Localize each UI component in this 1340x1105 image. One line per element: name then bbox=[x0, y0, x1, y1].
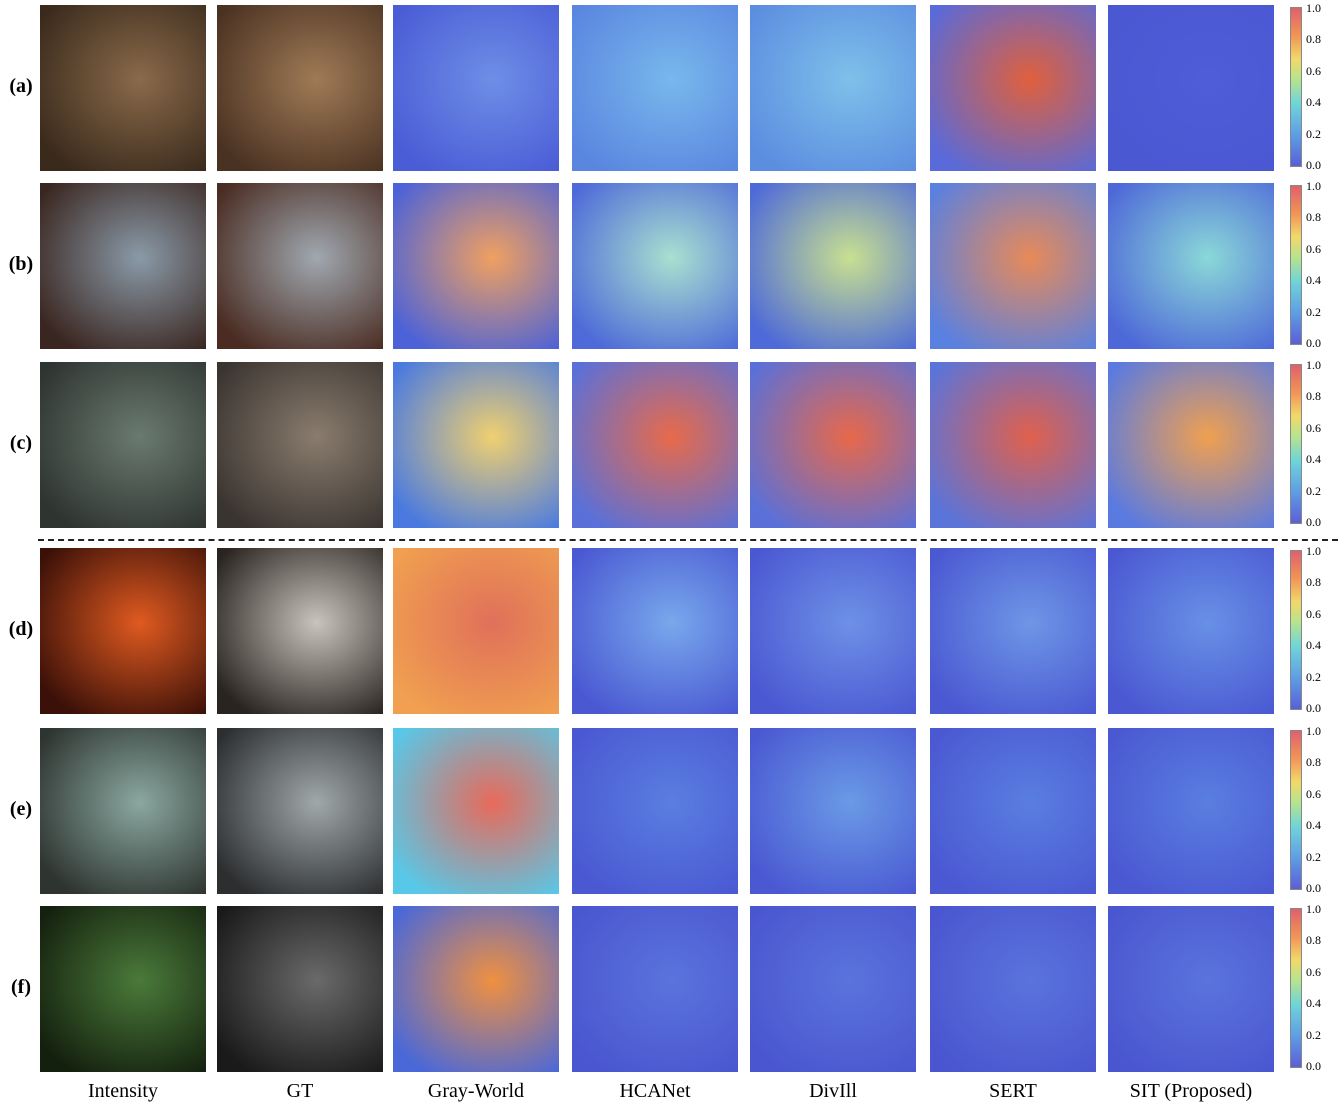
colorbar-tick-label: 0.2 bbox=[1306, 126, 1321, 141]
image-panel bbox=[930, 906, 1096, 1072]
image-panel bbox=[1108, 183, 1274, 349]
row-label: (a) bbox=[9, 75, 33, 97]
image-panel bbox=[572, 362, 738, 528]
colorbar bbox=[1290, 185, 1302, 345]
colorbar-tick-label: 0.8 bbox=[1306, 210, 1321, 224]
image-panel bbox=[40, 548, 206, 714]
colorbar-tick-label: 1.0 bbox=[1306, 543, 1321, 558]
colorbar-tick-label: 0.2 bbox=[1306, 304, 1321, 319]
image-panel bbox=[40, 5, 206, 171]
colorbar-tick-label: 0.4 bbox=[1306, 95, 1321, 109]
image-panel bbox=[1108, 548, 1274, 714]
image-panel bbox=[750, 183, 916, 349]
colorbar-tick-label: 0.6 bbox=[1306, 964, 1321, 979]
image-panel bbox=[750, 5, 916, 171]
image-panel bbox=[572, 548, 738, 714]
separator bbox=[38, 539, 1338, 541]
colorbar-tick-label: 0.8 bbox=[1306, 32, 1321, 46]
colorbar-tick-label: 0.4 bbox=[1306, 273, 1321, 287]
image-panel bbox=[393, 728, 559, 894]
image-panel bbox=[750, 728, 916, 894]
colorbar-tick-label: 0.0 bbox=[1306, 1059, 1321, 1073]
image-panel bbox=[217, 5, 383, 171]
colorbar-tick-label: 1.0 bbox=[1306, 178, 1321, 193]
column-label: SIT (Proposed) bbox=[1129, 1080, 1253, 1102]
image-panel bbox=[930, 183, 1096, 349]
colorbar-tick-label: 0.4 bbox=[1306, 818, 1321, 832]
colorbar-tick-label: 0.8 bbox=[1306, 933, 1321, 947]
colorbar-tick-label: 0.0 bbox=[1306, 336, 1321, 350]
colorbar-tick-label: 0.2 bbox=[1306, 849, 1321, 864]
image-panel bbox=[750, 362, 916, 528]
colorbar-tick-label: 0.8 bbox=[1306, 755, 1321, 769]
colorbar-tick-label: 0.2 bbox=[1306, 1027, 1321, 1042]
image-panel bbox=[393, 548, 559, 714]
image-panel bbox=[217, 362, 383, 528]
image-panel bbox=[572, 906, 738, 1072]
image-panel bbox=[572, 5, 738, 171]
image-panel bbox=[40, 362, 206, 528]
image-panel bbox=[930, 548, 1096, 714]
image-panel bbox=[393, 906, 559, 1072]
row-label: (c) bbox=[9, 432, 33, 454]
colorbar-tick-label: 0.6 bbox=[1306, 786, 1321, 801]
colorbar-tick-label: 0.4 bbox=[1306, 452, 1321, 466]
image-panel bbox=[572, 728, 738, 894]
image-panel bbox=[217, 548, 383, 714]
image-panel bbox=[750, 548, 916, 714]
colorbar-tick-label: 1.0 bbox=[1306, 901, 1321, 916]
image-panel bbox=[217, 183, 383, 349]
row-label: (f) bbox=[11, 976, 31, 998]
column-label: HCANet bbox=[619, 1080, 691, 1102]
colorbar-tick-label: 0.0 bbox=[1306, 881, 1321, 895]
colorbar-tick-label: 0.4 bbox=[1306, 996, 1321, 1010]
image-panel bbox=[750, 906, 916, 1072]
image-panel bbox=[930, 728, 1096, 894]
colorbar-tick-label: 0.8 bbox=[1306, 389, 1321, 403]
row-label: (b) bbox=[8, 253, 34, 275]
image-panel bbox=[572, 183, 738, 349]
image-panel bbox=[217, 728, 383, 894]
image-panel bbox=[393, 362, 559, 528]
colorbar-tick-label: 0.6 bbox=[1306, 606, 1321, 621]
colorbar-tick-label: 0.4 bbox=[1306, 638, 1321, 652]
colorbar bbox=[1290, 550, 1302, 710]
colorbar-tick-label: 0.6 bbox=[1306, 241, 1321, 256]
colorbar bbox=[1290, 730, 1302, 890]
image-panel bbox=[393, 5, 559, 171]
colorbar bbox=[1290, 7, 1302, 167]
colorbar-tick-label: 0.2 bbox=[1306, 483, 1321, 498]
colorbar bbox=[1290, 908, 1302, 1068]
colorbar-tick-label: 0.0 bbox=[1306, 701, 1321, 715]
colorbar bbox=[1290, 364, 1302, 524]
image-panel bbox=[217, 906, 383, 1072]
colorbar-tick-label: 0.6 bbox=[1306, 63, 1321, 78]
colorbar-tick-label: 1.0 bbox=[1306, 0, 1321, 15]
image-panel bbox=[930, 362, 1096, 528]
row-label: (d) bbox=[8, 618, 34, 640]
image-panel bbox=[1108, 362, 1274, 528]
column-label: GT bbox=[286, 1080, 314, 1102]
image-panel bbox=[1108, 906, 1274, 1072]
colorbar-tick-label: 0.2 bbox=[1306, 669, 1321, 684]
column-label: Intensity bbox=[88, 1080, 158, 1102]
image-panel bbox=[40, 728, 206, 894]
image-panel bbox=[930, 5, 1096, 171]
image-panel bbox=[40, 906, 206, 1072]
image-panel bbox=[1108, 5, 1274, 171]
image-panel bbox=[1108, 728, 1274, 894]
colorbar-tick-label: 1.0 bbox=[1306, 357, 1321, 372]
image-panel bbox=[40, 183, 206, 349]
colorbar-tick-label: 0.6 bbox=[1306, 420, 1321, 435]
colorbar-tick-label: 0.0 bbox=[1306, 515, 1321, 529]
row-label: (e) bbox=[9, 798, 33, 820]
column-label: Gray-World bbox=[427, 1080, 525, 1102]
column-label: DivIll bbox=[809, 1080, 857, 1102]
colorbar-tick-label: 0.8 bbox=[1306, 575, 1321, 589]
colorbar-tick-label: 0.0 bbox=[1306, 158, 1321, 172]
colorbar-tick-label: 1.0 bbox=[1306, 723, 1321, 738]
image-panel bbox=[393, 183, 559, 349]
column-label: SERT bbox=[989, 1080, 1037, 1102]
